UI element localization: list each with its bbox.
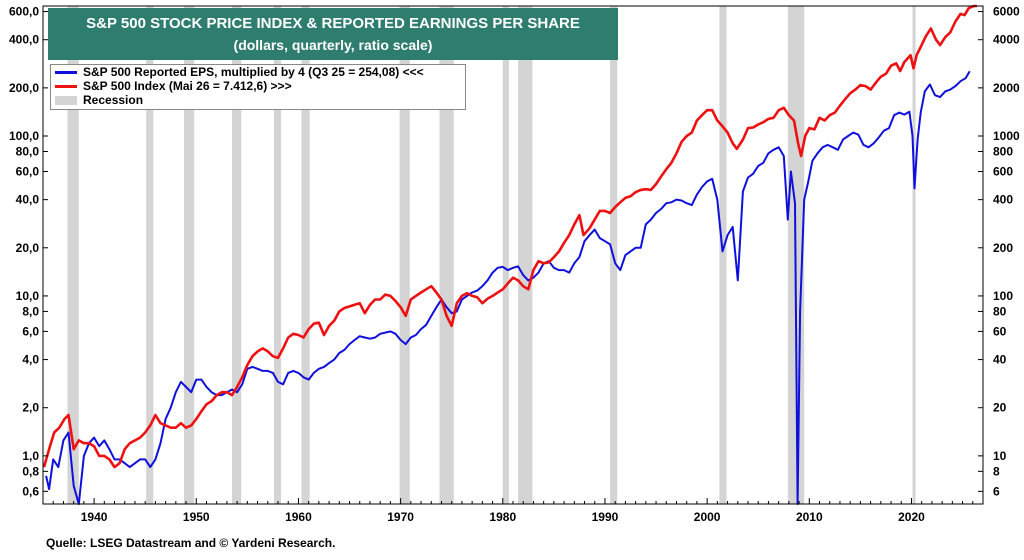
left-tick-label-15: 0,6	[22, 484, 39, 498]
left-tick-label-2: 200,0	[9, 81, 39, 95]
recession-band-6	[399, 6, 410, 504]
x-tick-label-4: 1980	[489, 510, 516, 524]
right-tick-label-4: 800	[993, 145, 1013, 159]
left-tick-label-10: 6,0	[22, 324, 39, 338]
right-tick-label-15: 6	[993, 484, 1000, 498]
left-tick-label-3: 100,0	[9, 129, 39, 143]
legend-item-index: S&P 500 Index (Mai 26 = 7.412,6) >>>	[51, 79, 465, 93]
left-tick-label-14: 0,8	[22, 464, 39, 478]
source-note: Quelle: LSEG Datastream and © Yardeni Re…	[46, 536, 336, 550]
left-tick-label-12: 2,0	[22, 401, 39, 415]
recession-band-13	[912, 6, 916, 504]
right-tick-label-8: 100	[993, 289, 1013, 303]
x-tick-label-5: 1990	[592, 510, 619, 524]
legend-label-eps: S&P 500 Reported EPS, multiplied by 4 (Q…	[83, 65, 424, 79]
x-tick-label-1: 1950	[183, 510, 210, 524]
right-tick-label-11: 40	[993, 353, 1007, 367]
x-tick-label-7: 2010	[796, 510, 823, 524]
x-tick-label-0: 1940	[81, 510, 108, 524]
recession-band-9	[518, 6, 533, 504]
x-axis: 1940 1950 1960 1970 1980 1990 2000 2010 2020	[52, 498, 974, 524]
recession-band-0	[67, 6, 79, 504]
right-tick-label-10: 60	[993, 324, 1007, 338]
right-tick-label-12: 20	[993, 401, 1007, 415]
right-tick-label-3: 1000	[993, 129, 1020, 143]
recession-band-11	[719, 6, 727, 504]
legend-swatch-index	[55, 84, 77, 88]
left-tick-label-11: 4,0	[22, 353, 39, 367]
right-tick-label-14: 8	[993, 464, 1000, 478]
right-tick-label-13: 10	[993, 449, 1007, 463]
left-tick-label-8: 10,0	[16, 289, 40, 303]
left-tick-label-4: 80,0	[16, 145, 40, 159]
recession-band-4	[273, 6, 282, 504]
left-tick-label-1: 400,0	[9, 33, 39, 47]
legend-item-recession: Recession	[51, 93, 465, 107]
left-tick-label-5: 60,0	[16, 164, 40, 178]
chart-title-box: S&P 500 STOCK PRICE INDEX & REPORTED EAR…	[48, 8, 618, 60]
right-tick-label-0: 6000	[993, 5, 1020, 19]
x-tick-label-6: 2000	[694, 510, 721, 524]
legend-label-recession: Recession	[83, 93, 144, 107]
left-axis: 600,0 400,0 200,0 100,0 80,0 60,0 40,0 20,0 10,0…	[9, 5, 48, 498]
right-tick-label-9: 80	[993, 304, 1007, 318]
recession-band-2	[184, 6, 195, 504]
chart-subtitle: (dollars, quarterly, ratio scale)	[233, 37, 433, 53]
eps-series	[45, 70, 971, 505]
right-tick-label-2: 2000	[993, 81, 1020, 95]
eps-line	[45, 70, 971, 505]
legend: S&P 500 Reported EPS, multiplied by 4 (Q…	[50, 64, 466, 110]
recession-band-1	[146, 6, 154, 504]
right-tick-label-1: 4000	[993, 33, 1020, 47]
index-line	[42, 4, 977, 469]
left-tick-label-9: 8,0	[22, 304, 39, 318]
recession-band-7	[439, 6, 454, 504]
legend-label-index: S&P 500 Index (Mai 26 = 7.412,6) >>>	[83, 79, 292, 93]
recession-band-5	[301, 6, 310, 504]
left-tick-label-13: 1,0	[22, 449, 39, 463]
legend-swatch-recession	[55, 95, 77, 105]
left-tick-label-7: 20,0	[16, 241, 40, 255]
right-tick-label-5: 600	[993, 164, 1013, 178]
recession-band-3	[232, 6, 242, 504]
legend-item-eps: S&P 500 Reported EPS, multiplied by 4 (Q…	[51, 65, 465, 79]
left-tick-label-6: 40,0	[16, 193, 40, 207]
x-tick-label-3: 1970	[387, 510, 414, 524]
right-tick-label-7: 200	[993, 241, 1013, 255]
chart-title: S&P 500 STOCK PRICE INDEX & REPORTED EAR…	[86, 15, 580, 32]
right-tick-label-6: 400	[993, 193, 1013, 207]
left-tick-label-0: 600,0	[9, 5, 39, 19]
recession-band-8	[502, 6, 509, 504]
x-tick-label-2: 1960	[285, 510, 312, 524]
legend-swatch-eps	[55, 70, 77, 74]
index-series	[42, 4, 977, 469]
x-tick-label-8: 2020	[898, 510, 925, 524]
